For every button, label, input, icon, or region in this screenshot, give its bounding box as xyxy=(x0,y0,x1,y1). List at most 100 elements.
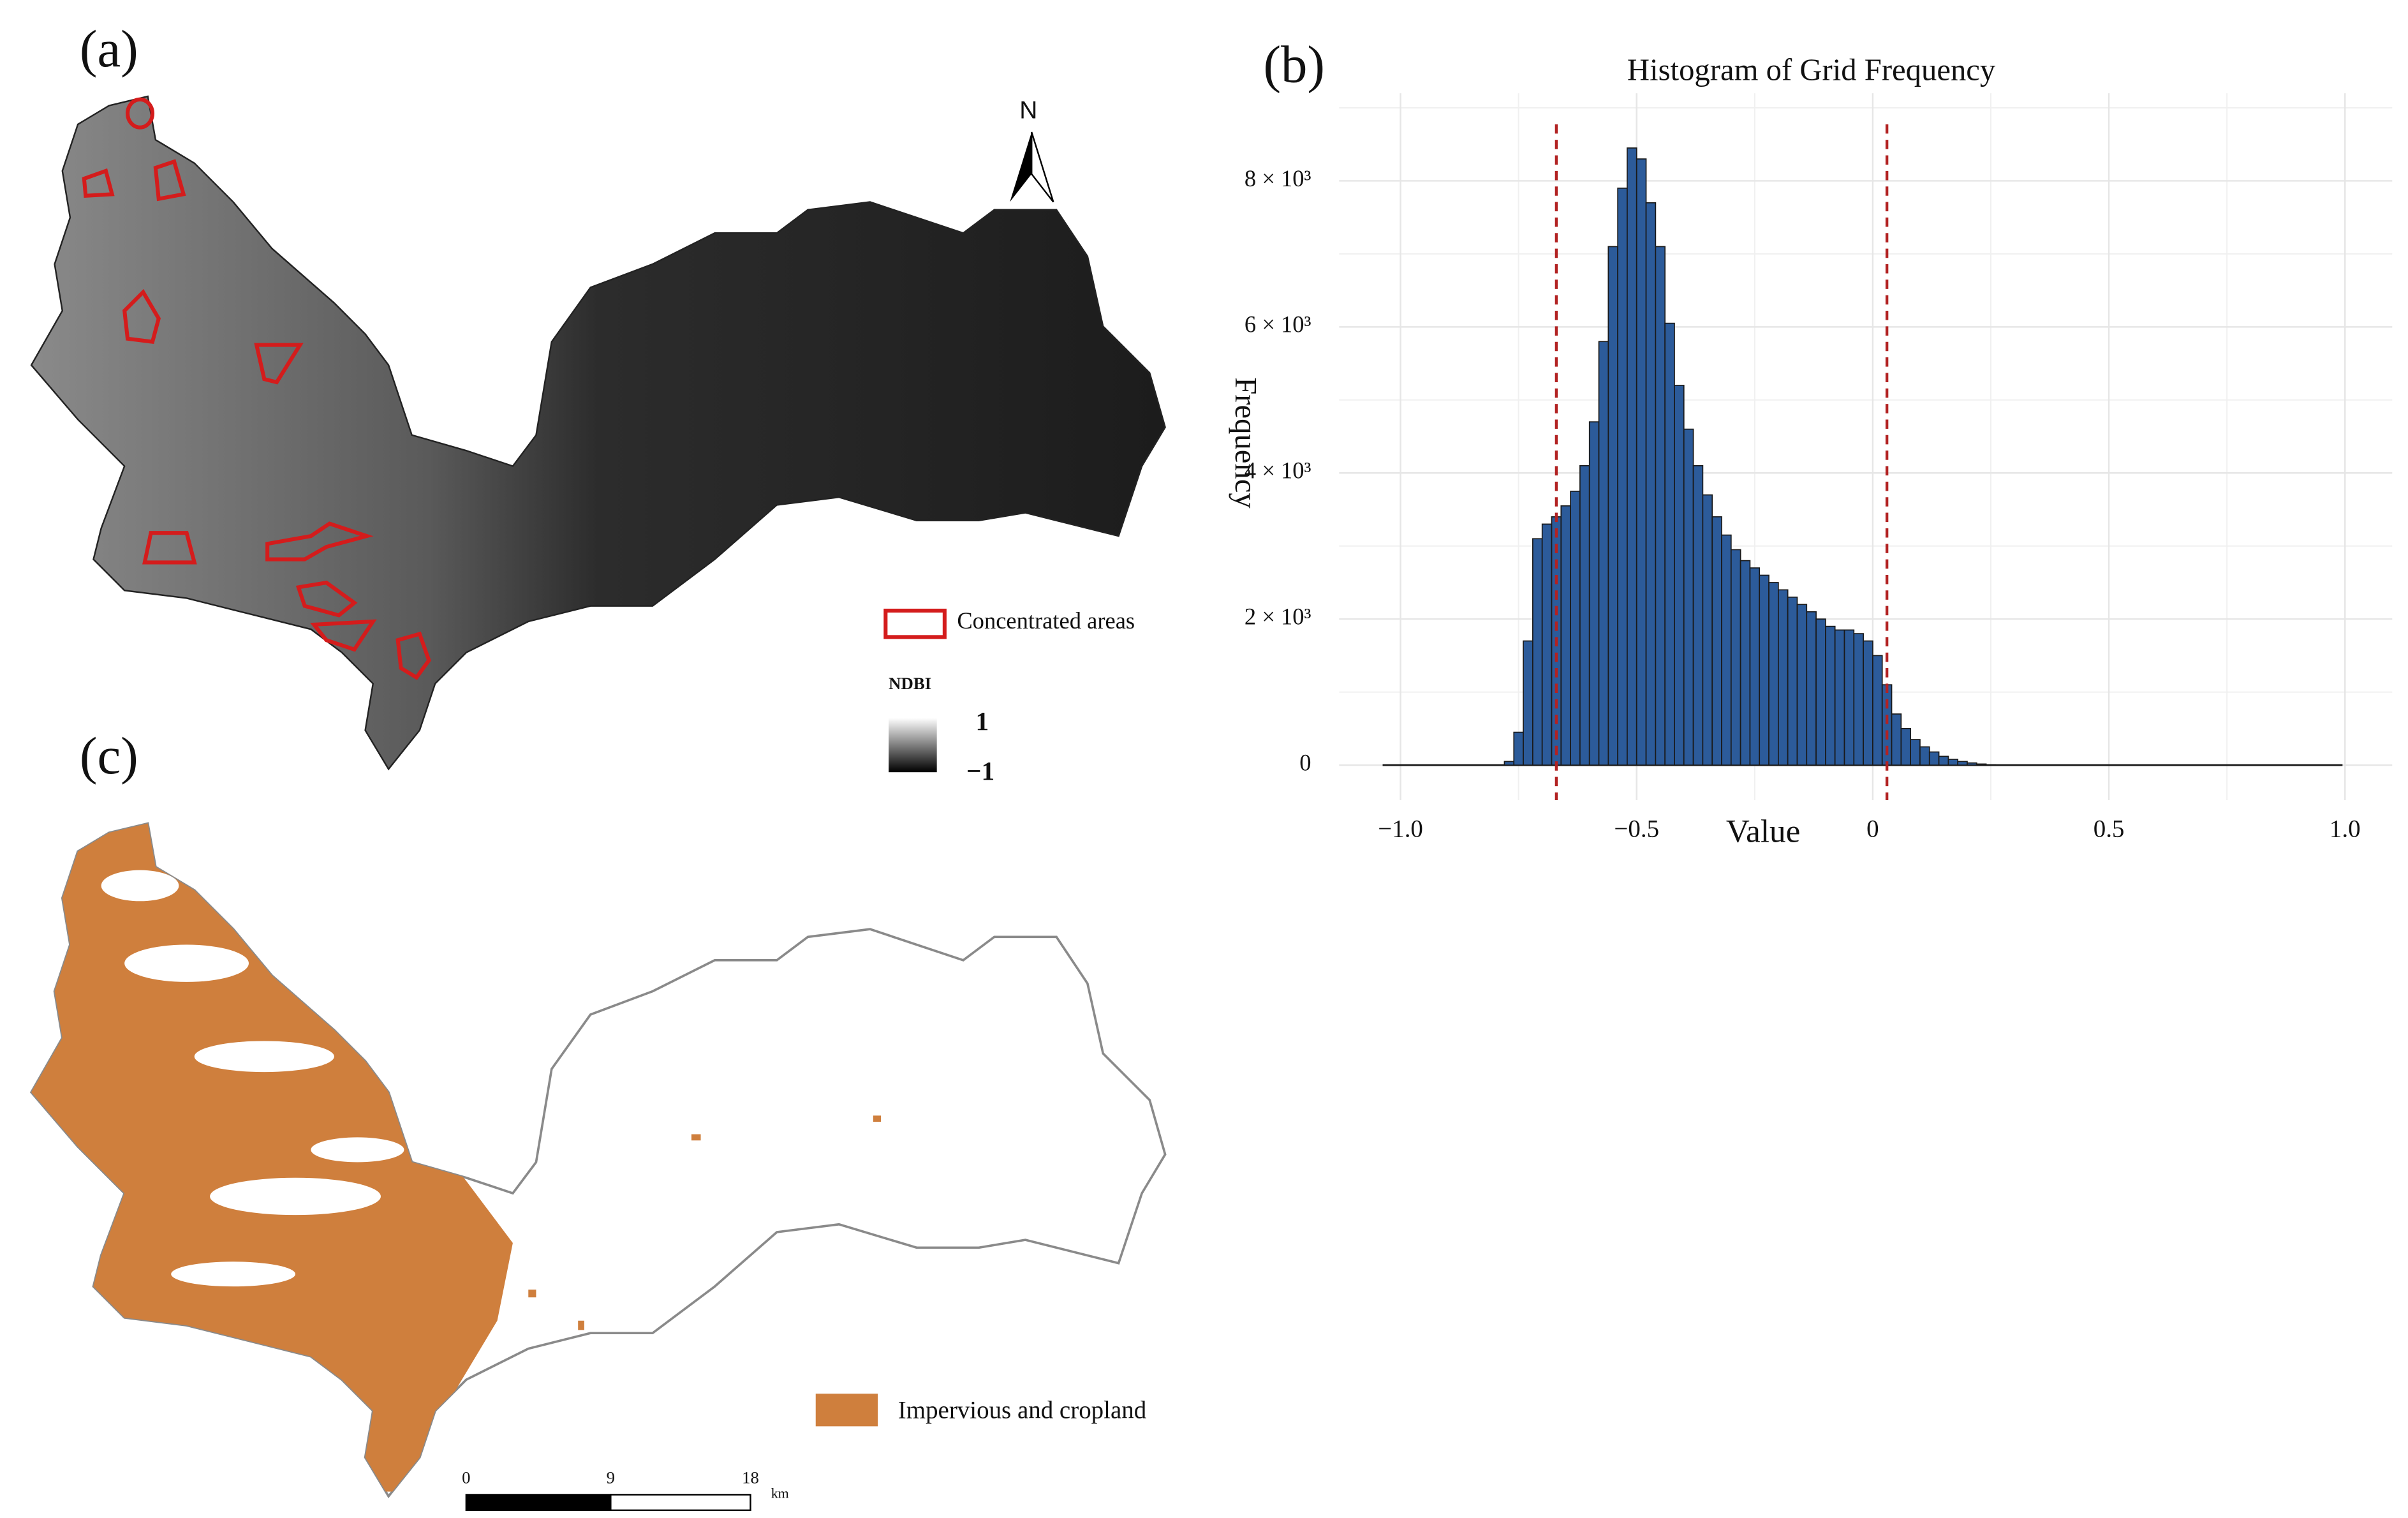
bar xyxy=(1570,491,1581,766)
bar xyxy=(1957,761,1968,766)
bar xyxy=(1740,560,1751,766)
bar xyxy=(1985,764,1997,766)
gap xyxy=(171,1261,296,1287)
area-outline xyxy=(395,631,431,680)
chart-title: Histogram of Grid Frequency xyxy=(1627,53,1996,87)
north-label: N xyxy=(1019,97,1037,124)
bar xyxy=(1863,640,1873,766)
x-tick-label: 0.5 xyxy=(2094,815,2125,843)
y-tick-label: 0 xyxy=(1299,749,1311,775)
panel-label: (a) xyxy=(80,19,138,78)
gap xyxy=(210,1177,381,1216)
bar xyxy=(1532,538,1543,766)
bar xyxy=(1730,549,1741,766)
bar xyxy=(1787,596,1798,766)
bar xyxy=(1768,582,1779,766)
scale-label: 0 xyxy=(462,1468,470,1487)
area-outline xyxy=(122,288,161,345)
area-outline xyxy=(310,619,377,652)
area-outline xyxy=(254,343,304,385)
patch xyxy=(528,1290,536,1298)
gap xyxy=(124,944,249,982)
gap xyxy=(194,1041,334,1073)
bar xyxy=(1834,629,1845,766)
x-axis-label: Value xyxy=(1726,813,1800,849)
bar xyxy=(1607,246,1618,766)
patch xyxy=(873,1115,882,1122)
legend-label: Impervious and cropland xyxy=(898,1396,1146,1424)
panel-label: (c) xyxy=(80,726,138,785)
map-a: N Concentrated areas NDBI 1 −1 xyxy=(30,95,1166,785)
ndbi-title: NDBI xyxy=(889,674,931,693)
bar xyxy=(1900,728,1911,766)
bar xyxy=(1598,341,1609,766)
area-outline xyxy=(125,97,155,130)
bar xyxy=(1655,246,1666,766)
panel-label: (b) xyxy=(1263,35,1325,94)
x-tick-label: −1.0 xyxy=(1378,815,1423,843)
scale-unit: km xyxy=(771,1485,789,1501)
area-outline xyxy=(153,159,186,202)
bar xyxy=(1503,761,1515,766)
area-outline xyxy=(142,531,197,565)
bar xyxy=(1617,188,1628,766)
land-cover xyxy=(31,823,513,1492)
x-tick-label: −0.5 xyxy=(1614,815,1659,843)
concentrated-areas xyxy=(82,97,431,680)
scale-label: 9 xyxy=(607,1468,615,1487)
map-c: Impervious and cropland 0 9 18 km xyxy=(30,822,1167,1512)
bar xyxy=(1523,640,1533,766)
bar xyxy=(1815,618,1826,766)
y-axis-label: Frequency xyxy=(1229,377,1263,509)
y-tick-label: 6 × 10³ xyxy=(1245,311,1311,338)
gap xyxy=(311,1137,404,1163)
scale-bar xyxy=(610,1494,751,1512)
bar xyxy=(1645,202,1657,766)
bar xyxy=(1513,731,1524,766)
y-tick-label: 2 × 10³ xyxy=(1245,604,1311,630)
bar xyxy=(1560,505,1571,766)
north-arrow xyxy=(1010,131,1032,202)
bar xyxy=(1702,494,1713,766)
bar xyxy=(1627,147,1637,766)
y-tick-label: 8 × 10³ xyxy=(1245,165,1311,191)
bar xyxy=(1976,763,1987,766)
bar xyxy=(1919,746,1930,766)
histogram: −1.0 −0.5 0 0.5 1.0 0 2 × 10³ 4 × 10³ 6 × 10³ 8 ×… xyxy=(1229,53,2393,849)
gap xyxy=(287,934,366,962)
bar xyxy=(1825,625,1836,766)
patch xyxy=(691,1134,701,1141)
bar xyxy=(1588,421,1600,766)
ndbi-ramp xyxy=(889,717,937,773)
gap xyxy=(101,870,179,902)
scale-label: 18 xyxy=(742,1468,759,1487)
bar xyxy=(1910,739,1921,766)
bar xyxy=(1806,611,1817,766)
ndbi-max: 1 xyxy=(976,706,989,736)
impervious-area xyxy=(31,823,513,1492)
x-tick-label: 0 xyxy=(1866,815,1879,843)
area-outline xyxy=(82,168,115,198)
bar xyxy=(1674,385,1685,766)
bar xyxy=(1541,523,1553,766)
bar xyxy=(1636,158,1647,766)
bar xyxy=(1938,755,1949,766)
bar xyxy=(1579,465,1590,766)
area-outline xyxy=(295,580,358,618)
basin-ndbi xyxy=(30,95,1166,770)
bar xyxy=(1664,322,1675,766)
x-tick-label: 1.0 xyxy=(2330,815,2361,843)
bar xyxy=(1749,567,1761,766)
bar xyxy=(1843,629,1855,766)
bar xyxy=(1777,589,1789,766)
bar xyxy=(1967,762,1977,766)
y-tick-label: 4 × 10³ xyxy=(1245,458,1311,484)
scattered-patches xyxy=(528,1115,882,1330)
north-arrow xyxy=(1030,131,1054,203)
bar xyxy=(1711,516,1722,766)
legend-label: Concentrated areas xyxy=(957,607,1135,634)
bar xyxy=(1947,759,1959,766)
area-outline xyxy=(265,521,374,562)
bar xyxy=(1872,655,1883,766)
